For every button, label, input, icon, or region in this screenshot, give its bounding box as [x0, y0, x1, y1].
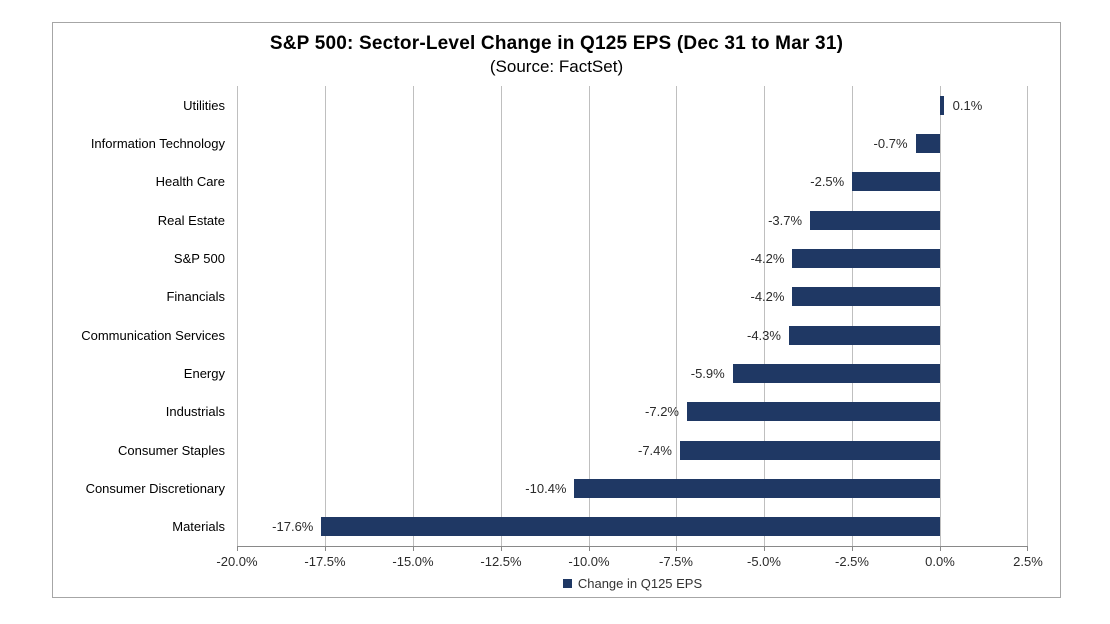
x-tick-mark — [589, 546, 590, 551]
gridline — [1027, 86, 1028, 546]
bar-value-label: -2.5% — [810, 174, 845, 190]
bar-consumer-staples — [679, 440, 941, 460]
category-label-energy: Energy — [183, 366, 225, 381]
x-tick-mark — [1027, 546, 1028, 551]
bar-value-label: -7.2% — [645, 404, 679, 420]
category-label-health-care: Health Care — [155, 174, 225, 190]
chart-subtitle: (Source: FactSet) — [489, 57, 624, 76]
bar-value-label: -4.2% — [750, 251, 785, 266]
chart-title: S&P 500: Sector-Level Change in Q125 EPS… — [269, 33, 844, 54]
bar-value-label: -17.6% — [272, 519, 314, 535]
bar-communication-services — [788, 325, 941, 345]
x-tick-label: -12.5% — [480, 554, 522, 569]
bar-utilities — [940, 95, 944, 115]
bar-value-label: -7.4% — [638, 442, 672, 458]
x-tick-label: -17.5% — [304, 554, 346, 569]
x-tick-mark — [764, 546, 765, 551]
bar-s-p-500 — [792, 249, 941, 268]
bar-real-estate — [810, 210, 941, 230]
x-tick-mark — [413, 546, 414, 551]
bar-value-label: -5.9% — [690, 366, 725, 381]
bar-materials — [321, 517, 941, 537]
bar-health-care — [852, 172, 941, 192]
plot-area: 0.1% -0.7% -2.5% -3.7% -4.2% -4.2% -4.3% -5.9% -… — [237, 86, 1028, 551]
gridline — [413, 86, 414, 546]
x-tick-mark — [237, 546, 238, 551]
category-label-utilities: Utilities — [183, 97, 225, 113]
gridline — [940, 86, 941, 546]
bar-value-label: -4.2% — [750, 289, 785, 305]
category-label-information-technology: Information Technology — [90, 136, 225, 151]
gridline — [764, 86, 765, 546]
x-tick-label: -15.0% — [392, 554, 434, 569]
gridline — [325, 86, 326, 546]
category-label-consumer-staples: Consumer Staples — [118, 442, 225, 458]
bar-value-label: 0.1% — [952, 97, 983, 113]
gridline — [237, 86, 238, 546]
x-tick-label: -10.0% — [568, 554, 610, 569]
x-tick-label: -20.0% — [216, 554, 258, 569]
x-tick-label: -5.0% — [747, 554, 781, 569]
x-tick-label: 0.0% — [925, 554, 955, 569]
legend-label: Change in Q125 EPS — [577, 576, 703, 591]
category-label-s-p-500: S&P 500 — [173, 251, 225, 266]
x-tick-label: -2.5% — [835, 554, 869, 569]
bar-value-label: -0.7% — [873, 136, 908, 151]
gridline — [589, 86, 590, 546]
gridline — [676, 86, 677, 546]
bar-energy — [732, 364, 941, 383]
bar-value-label: -4.3% — [746, 327, 781, 343]
x-tick-mark — [501, 546, 502, 551]
x-tick-label: -7.5% — [659, 554, 693, 569]
x-tick-mark — [325, 546, 326, 551]
category-label-industrials: Industrials — [165, 404, 225, 420]
bar-consumer-discretionary — [574, 479, 941, 498]
gridline — [501, 86, 502, 546]
category-label-financials: Financials — [166, 289, 225, 305]
category-label-consumer-discretionary: Consumer Discretionary — [85, 481, 225, 496]
category-label-communication-services: Communication Services — [81, 327, 225, 343]
legend-swatch-icon — [562, 579, 572, 588]
bar-financials — [792, 287, 941, 307]
bar-value-label: -3.7% — [768, 212, 803, 228]
bar-industrials — [686, 402, 941, 422]
bar-information-technology — [915, 134, 941, 153]
x-tick-mark — [852, 546, 853, 551]
x-tick-mark — [676, 546, 677, 551]
category-label-materials: Materials — [172, 519, 225, 535]
legend: Change in Q125 EPS — [237, 576, 1028, 591]
x-tick-mark — [940, 546, 941, 551]
gridline — [852, 86, 853, 546]
category-label-real-estate: Real Estate — [157, 212, 225, 228]
x-tick-label: 2.5% — [1013, 554, 1043, 569]
bar-value-label: -10.4% — [525, 481, 567, 496]
chart-container: S&P 500: Sector-Level Change in Q125 EPS… — [52, 22, 1061, 598]
